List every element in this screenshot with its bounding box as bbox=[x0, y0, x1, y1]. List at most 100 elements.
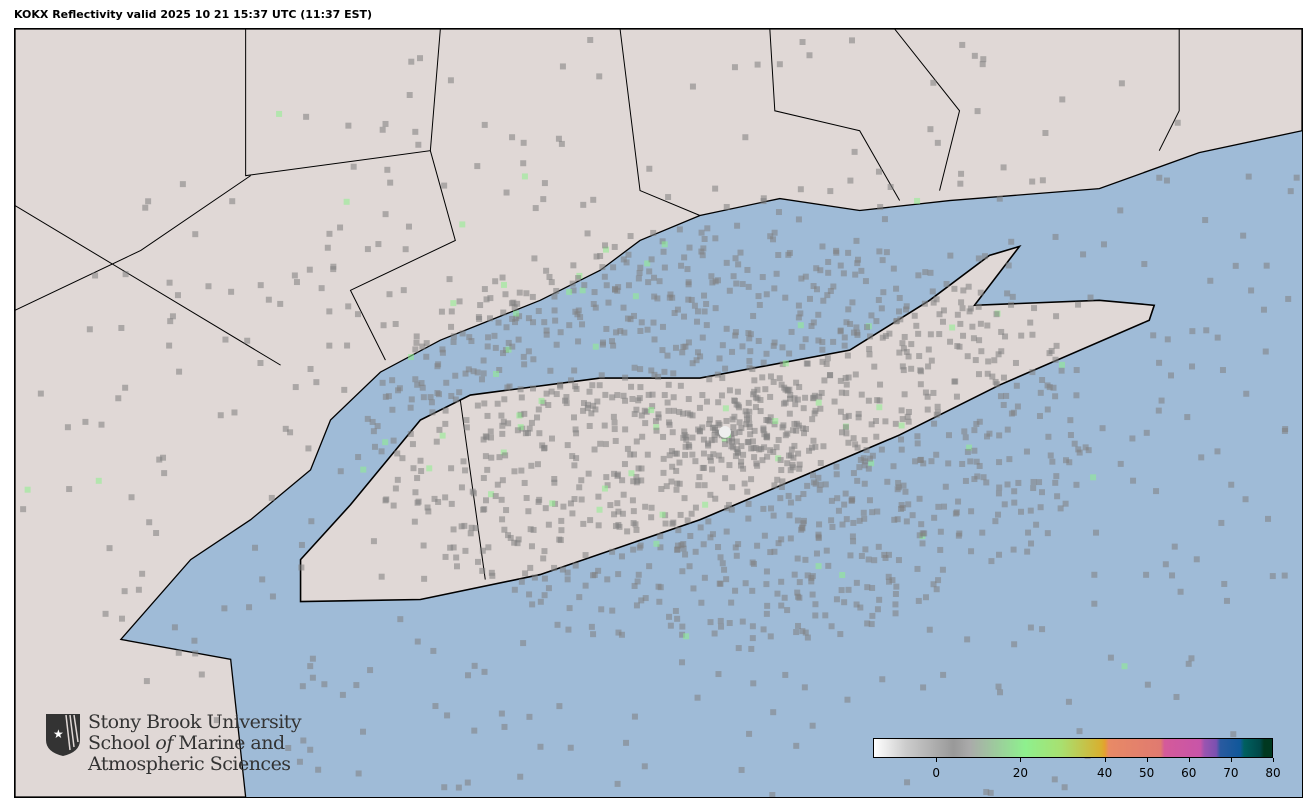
radar-echo bbox=[729, 438, 736, 445]
radar-echo bbox=[326, 342, 333, 349]
radar-echo bbox=[797, 186, 804, 193]
radar-echo bbox=[996, 195, 1003, 202]
radar-echo bbox=[864, 584, 871, 591]
radar-echo bbox=[811, 410, 818, 417]
radar-echo bbox=[897, 316, 904, 323]
radar-echo bbox=[845, 439, 852, 446]
radar-echo bbox=[607, 502, 614, 509]
radar-echo bbox=[528, 462, 535, 469]
radar-echo bbox=[564, 569, 571, 576]
radar-echo bbox=[861, 515, 868, 522]
radar-echo bbox=[723, 576, 730, 583]
radar-echo bbox=[610, 264, 617, 271]
radar-echo bbox=[122, 271, 129, 278]
radar-echo bbox=[413, 339, 420, 346]
radar-echo bbox=[291, 272, 298, 279]
radar-echo bbox=[698, 229, 705, 236]
radar-echo bbox=[952, 378, 959, 385]
radar-echo bbox=[844, 352, 851, 359]
radar-echo bbox=[855, 256, 862, 263]
radar-echo bbox=[535, 308, 542, 315]
radar-echo bbox=[757, 397, 764, 403]
radar-echo bbox=[192, 650, 199, 657]
radar-echo bbox=[641, 763, 648, 770]
radar-echo bbox=[741, 480, 748, 487]
map-title: KOKX Reflectivity valid 2025 10 21 15:37… bbox=[14, 8, 373, 21]
radar-echo bbox=[744, 488, 751, 495]
radar-echo bbox=[995, 511, 1002, 518]
radar-echo bbox=[567, 377, 574, 384]
radar-echo bbox=[779, 361, 786, 368]
radar-echo bbox=[711, 431, 718, 438]
radar-echo bbox=[861, 480, 868, 487]
radar-echo bbox=[678, 262, 685, 269]
radar-echo bbox=[92, 272, 99, 279]
radar-echo bbox=[849, 299, 856, 306]
radar-echo bbox=[675, 527, 682, 534]
radar-echo bbox=[863, 447, 870, 454]
radar-echo bbox=[95, 477, 102, 484]
radar-echo bbox=[894, 516, 901, 523]
radar-echo bbox=[810, 479, 817, 486]
radar-echo bbox=[1162, 561, 1169, 568]
radar-echo bbox=[681, 428, 688, 435]
radar-echo bbox=[746, 335, 753, 342]
radar-echo bbox=[534, 414, 541, 421]
radar-echo bbox=[518, 394, 525, 401]
radar-echo bbox=[1260, 306, 1267, 313]
radar-echo bbox=[603, 282, 610, 289]
radar-echo bbox=[896, 349, 903, 356]
radar-echo bbox=[501, 396, 508, 403]
radar-echo bbox=[572, 308, 579, 315]
radar-echo bbox=[918, 368, 925, 375]
radar-echo bbox=[326, 230, 333, 237]
radar-echo bbox=[392, 485, 399, 492]
radar-echo bbox=[911, 312, 918, 319]
radar-echo bbox=[708, 273, 715, 280]
radar-echo bbox=[625, 251, 632, 258]
radar-echo bbox=[1158, 397, 1165, 404]
radar-echo bbox=[813, 265, 820, 272]
radar-echo bbox=[955, 498, 962, 505]
radar-echo bbox=[213, 717, 220, 724]
radar-echo bbox=[933, 411, 940, 418]
radar-echo bbox=[464, 779, 471, 786]
radar-echo bbox=[631, 364, 638, 371]
mainland bbox=[15, 29, 1302, 797]
radar-echo bbox=[711, 436, 718, 443]
radar-echo bbox=[669, 429, 676, 436]
radar-echo bbox=[799, 628, 806, 635]
radar-echo bbox=[930, 79, 937, 86]
radar-echo bbox=[370, 538, 377, 545]
radar-echo bbox=[638, 477, 645, 484]
radar-echo bbox=[582, 552, 589, 559]
radar-echo bbox=[585, 470, 592, 477]
radar-echo bbox=[642, 420, 649, 427]
radar-echo bbox=[855, 414, 862, 421]
radar-echo bbox=[778, 467, 785, 474]
radar-echo bbox=[978, 348, 985, 355]
radar-echo bbox=[222, 336, 229, 343]
radar-echo bbox=[796, 465, 803, 472]
radar-echo bbox=[869, 584, 876, 591]
radar-echo bbox=[922, 269, 929, 276]
radar-echo bbox=[738, 443, 745, 450]
radar-echo bbox=[153, 530, 160, 537]
radar-echo bbox=[637, 366, 644, 373]
radar-echo bbox=[1058, 367, 1065, 374]
radar-echo bbox=[414, 475, 421, 482]
radar-echo bbox=[1265, 515, 1272, 522]
radar-echo bbox=[499, 430, 506, 437]
radar-echo bbox=[653, 540, 660, 547]
radar-echo bbox=[597, 253, 604, 259]
radar-echo bbox=[1011, 488, 1018, 495]
radar-echo bbox=[527, 564, 534, 571]
radar-echo bbox=[733, 438, 740, 445]
radar-echo bbox=[526, 591, 533, 598]
radar-echo bbox=[893, 583, 900, 590]
radar-echo bbox=[1066, 459, 1073, 466]
radar-echo bbox=[676, 408, 683, 415]
radar-echo bbox=[624, 315, 631, 322]
radar-echo bbox=[795, 216, 802, 223]
radar-echo bbox=[677, 511, 684, 518]
